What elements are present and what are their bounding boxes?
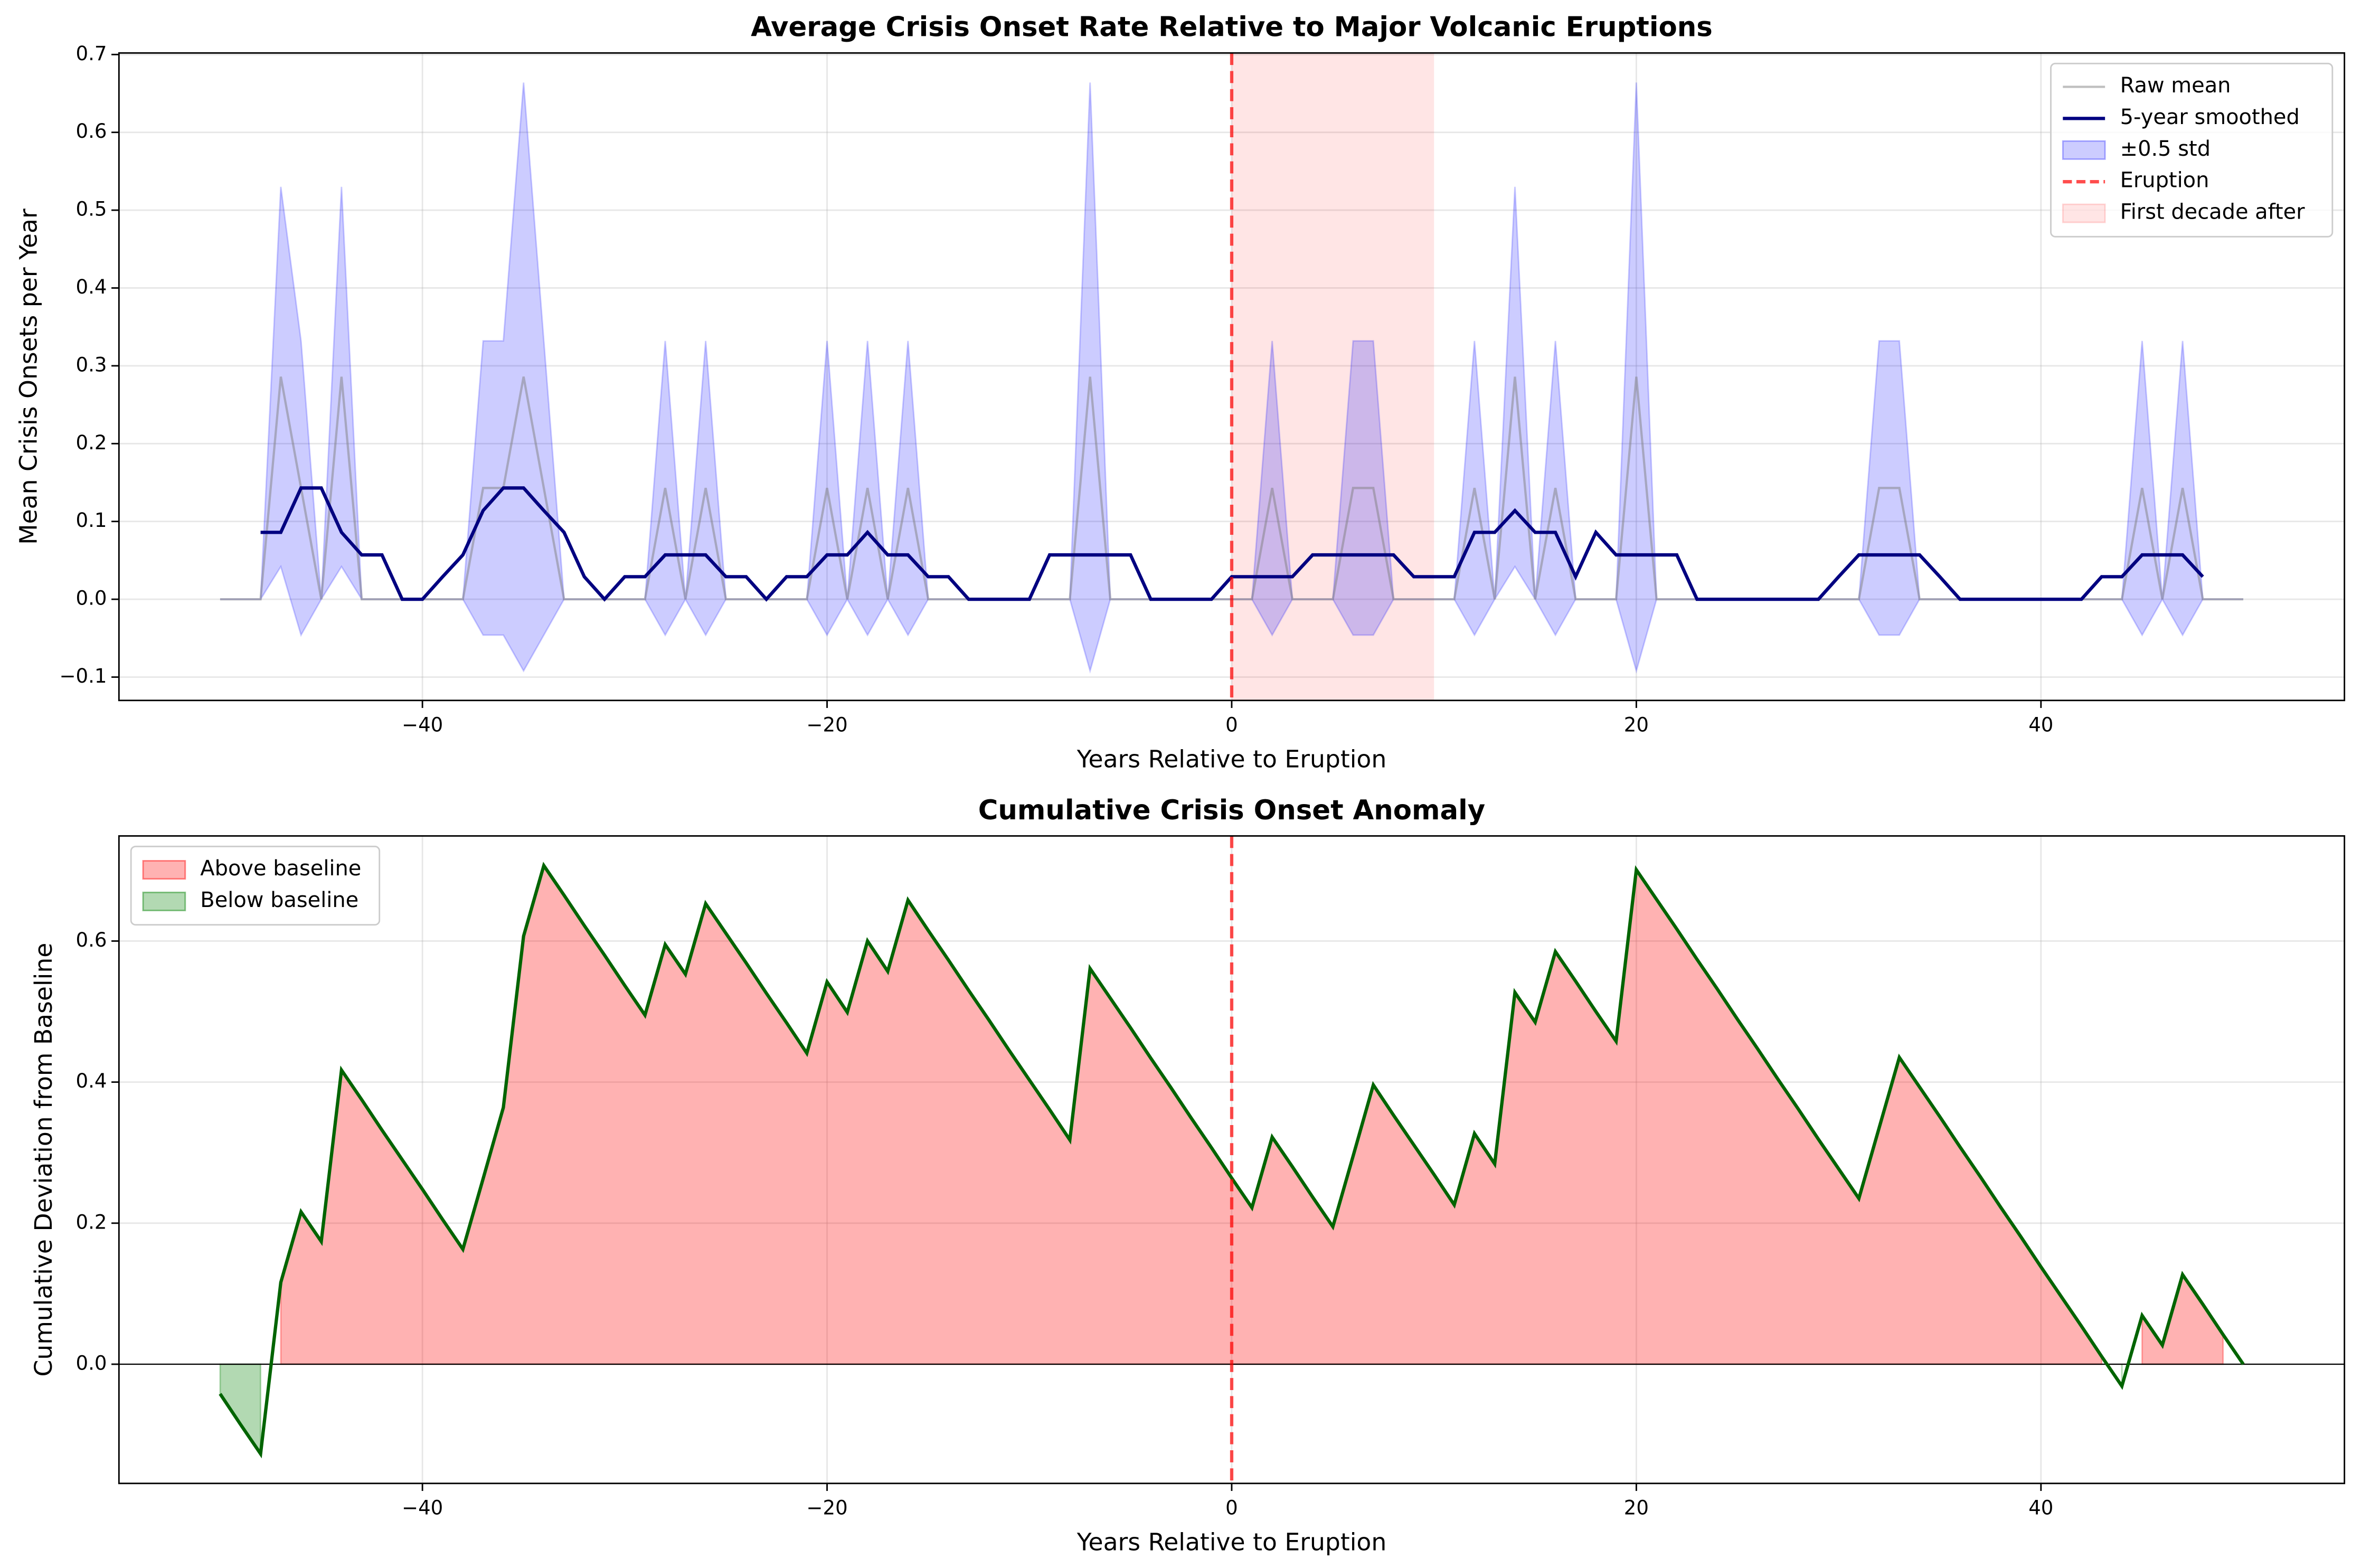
axes-frame: [118, 52, 2346, 702]
legend-box: [2050, 62, 2334, 238]
std-band: [220, 82, 2244, 674]
cumulative-line: [219, 862, 2245, 1459]
y-tick-label: 0.5: [76, 198, 107, 221]
legend-swatch: [142, 891, 186, 911]
chart-title: Average Crisis Onset Rate Relative to Ma…: [751, 12, 1713, 43]
x-tick-label: 20: [1624, 1497, 1649, 1519]
legend-swatch: [2062, 140, 2106, 160]
x-tick-label: −20: [806, 714, 847, 736]
chart-title: Cumulative Crisis Onset Anomaly: [978, 795, 1486, 826]
legend-label: ±0.5 std: [2120, 137, 2211, 161]
y-tick-label: −0.1: [59, 665, 107, 687]
y-tick-label: 0.6: [76, 120, 107, 143]
legend-label: First decade after: [2120, 200, 2306, 224]
series-line: [260, 486, 2204, 602]
y-tick-label: 0.2: [76, 1211, 107, 1233]
legend-label: Below baseline: [200, 888, 358, 912]
legend-swatch: [142, 860, 186, 880]
shaded-span: [1231, 53, 1434, 701]
area-fill: [219, 1363, 261, 1457]
x-tick-label: −40: [402, 1497, 443, 1519]
x-tick-label: 40: [2028, 714, 2053, 736]
y-axis-label: Cumulative Deviation from Baseline: [30, 943, 58, 1377]
y-tick-label: 0.2: [76, 431, 107, 454]
legend-label: 5-year smoothed: [2120, 105, 2300, 129]
panel: −40 −20 0 20 40 −0.1 0.0 0.1 0.2 0.3 0.4 0.5 0.6 0.7 A…: [15, 12, 2346, 773]
x-tick-label: 40: [2028, 1497, 2053, 1519]
y-tick-label: 0.1: [76, 509, 107, 532]
legend-label: Above baseline: [200, 856, 361, 881]
x-axis-label: Years Relative to Eruption: [1076, 1528, 1387, 1556]
y-tick-label: 0.0: [76, 1352, 107, 1375]
legend-label: Raw mean: [2120, 73, 2231, 98]
legend: Above baseline Below baseline: [130, 845, 381, 926]
x-tick-label: 20: [1624, 714, 1649, 736]
axes-frame: [118, 835, 2346, 1485]
panel: −40 −20 0 20 40 0.0 0.2 0.4 0.6 Cumulative Crisis…: [30, 795, 2346, 1556]
y-tick-label: 0.3: [76, 353, 107, 376]
y-axis-label: Mean Crisis Onsets per Year: [15, 209, 43, 545]
y-tick-label: 0.4: [76, 1070, 107, 1092]
y-tick-label: 0.6: [76, 929, 107, 951]
legend-label: Eruption: [2120, 168, 2209, 193]
legend: Raw mean 5-year smoothed ±0.5 std Eruption F…: [2050, 62, 2334, 238]
x-axis-label: Years Relative to Eruption: [1076, 745, 1387, 773]
legend-box: [130, 845, 381, 926]
y-tick-label: 0.4: [76, 276, 107, 298]
x-tick-label: −40: [402, 714, 443, 736]
x-tick-label: −20: [806, 1497, 847, 1519]
area-fill: [2141, 1273, 2224, 1365]
x-tick-label: 0: [1225, 714, 1238, 736]
legend-swatch: [2062, 203, 2106, 223]
x-tick-label: 0: [1225, 1497, 1238, 1519]
y-tick-label: 0.7: [76, 42, 107, 65]
y-tick-label: 0.0: [76, 587, 107, 610]
